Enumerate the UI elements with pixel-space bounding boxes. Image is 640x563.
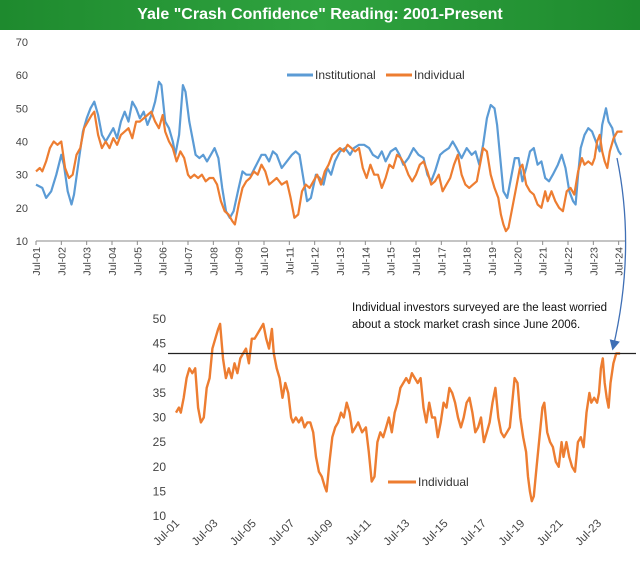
x-tick-label-top: Jul-04 bbox=[107, 247, 119, 276]
x-tick-label-top: Jul-21 bbox=[538, 247, 550, 276]
y-tick-label-bottom: 10 bbox=[153, 509, 167, 523]
x-tick-label-top: Jul-17 bbox=[436, 247, 448, 276]
x-tick-label-top: Jul-01 bbox=[31, 247, 43, 276]
x-tick-label-bottom: Jul-11 bbox=[344, 518, 374, 548]
annotation-text: Individual investors surveyed are the le… bbox=[352, 302, 608, 331]
y-tick-label-top: 20 bbox=[16, 203, 28, 215]
y-tick-label-bottom: 20 bbox=[153, 460, 167, 474]
legend-label-individual: Individual bbox=[414, 68, 465, 82]
x-tick-label-top: Jul-12 bbox=[310, 247, 322, 276]
y-tick-label-top: 50 bbox=[16, 103, 28, 115]
x-tick-label-bottom: Jul-21 bbox=[535, 518, 566, 549]
x-tick-label-top: Jul-20 bbox=[512, 247, 524, 276]
x-tick-label-top: Jul-16 bbox=[411, 247, 423, 276]
x-tick-label-top: Jul-08 bbox=[208, 247, 220, 276]
y-tick-label-top: 10 bbox=[16, 236, 28, 248]
x-tick-label-top: Jul-10 bbox=[259, 247, 271, 276]
y-tick-label-top: 30 bbox=[16, 170, 28, 182]
x-tick-label-top: Jul-19 bbox=[487, 247, 499, 276]
y-tick-label-top: 40 bbox=[16, 137, 28, 149]
x-tick-label-top: Jul-09 bbox=[234, 247, 246, 276]
x-tick-label-top: Jul-11 bbox=[284, 247, 296, 275]
y-tick-label-bottom: 15 bbox=[153, 484, 167, 498]
y-tick-label-top: 70 bbox=[16, 37, 28, 49]
x-tick-label-bottom: Jul-19 bbox=[497, 518, 528, 549]
x-tick-label-top: Jul-02 bbox=[56, 247, 68, 276]
y-tick-label-bottom: 30 bbox=[153, 411, 167, 425]
x-tick-label-top: Jul-22 bbox=[563, 247, 575, 276]
chart-title: Yale "Crash Confidence" Reading: 2001-Pr… bbox=[137, 6, 503, 23]
x-tick-label-bottom: Jul-07 bbox=[267, 518, 298, 549]
y-tick-label-top: 60 bbox=[16, 70, 28, 82]
x-tick-label-top: Jul-23 bbox=[588, 247, 600, 276]
legend-label-individual-zoom: Individual bbox=[418, 475, 469, 489]
series-line-individual-zoom bbox=[174, 322, 621, 503]
x-tick-label-bottom: Jul-09 bbox=[305, 518, 336, 549]
x-tick-label-top: Jul-13 bbox=[335, 247, 347, 276]
x-tick-label-top: Jul-07 bbox=[183, 247, 195, 276]
x-tick-label-bottom: Jul-17 bbox=[458, 518, 489, 549]
x-tick-label-top: Jul-18 bbox=[462, 247, 474, 276]
x-tick-label-top: Jul-24 bbox=[614, 247, 626, 276]
x-tick-label-bottom: Jul-05 bbox=[228, 518, 259, 549]
y-tick-label-bottom: 40 bbox=[153, 361, 167, 375]
x-tick-label-bottom: Jul-13 bbox=[382, 518, 413, 549]
x-tick-label-bottom: Jul-23 bbox=[574, 518, 605, 549]
y-tick-label-bottom: 25 bbox=[153, 435, 167, 449]
x-tick-label-top: Jul-06 bbox=[158, 247, 170, 276]
series-line-institutional bbox=[35, 80, 623, 219]
x-tick-label-bottom: Jul-15 bbox=[420, 518, 451, 549]
callout-arrow bbox=[609, 157, 627, 351]
x-tick-label-top: Jul-15 bbox=[386, 247, 398, 276]
x-tick-label-top: Jul-03 bbox=[82, 247, 94, 276]
series-line-individual bbox=[35, 110, 623, 233]
y-tick-label-bottom: 35 bbox=[153, 386, 167, 400]
x-tick-label-bottom: Jul-03 bbox=[190, 518, 221, 549]
x-tick-label-top: Jul-14 bbox=[360, 247, 372, 276]
legend-label-institutional: Institutional bbox=[315, 68, 376, 82]
x-tick-label-top: Jul-05 bbox=[132, 247, 144, 276]
y-tick-label-bottom: 45 bbox=[153, 337, 167, 351]
title-bar bbox=[0, 0, 640, 30]
y-tick-label-bottom: 50 bbox=[153, 312, 167, 326]
